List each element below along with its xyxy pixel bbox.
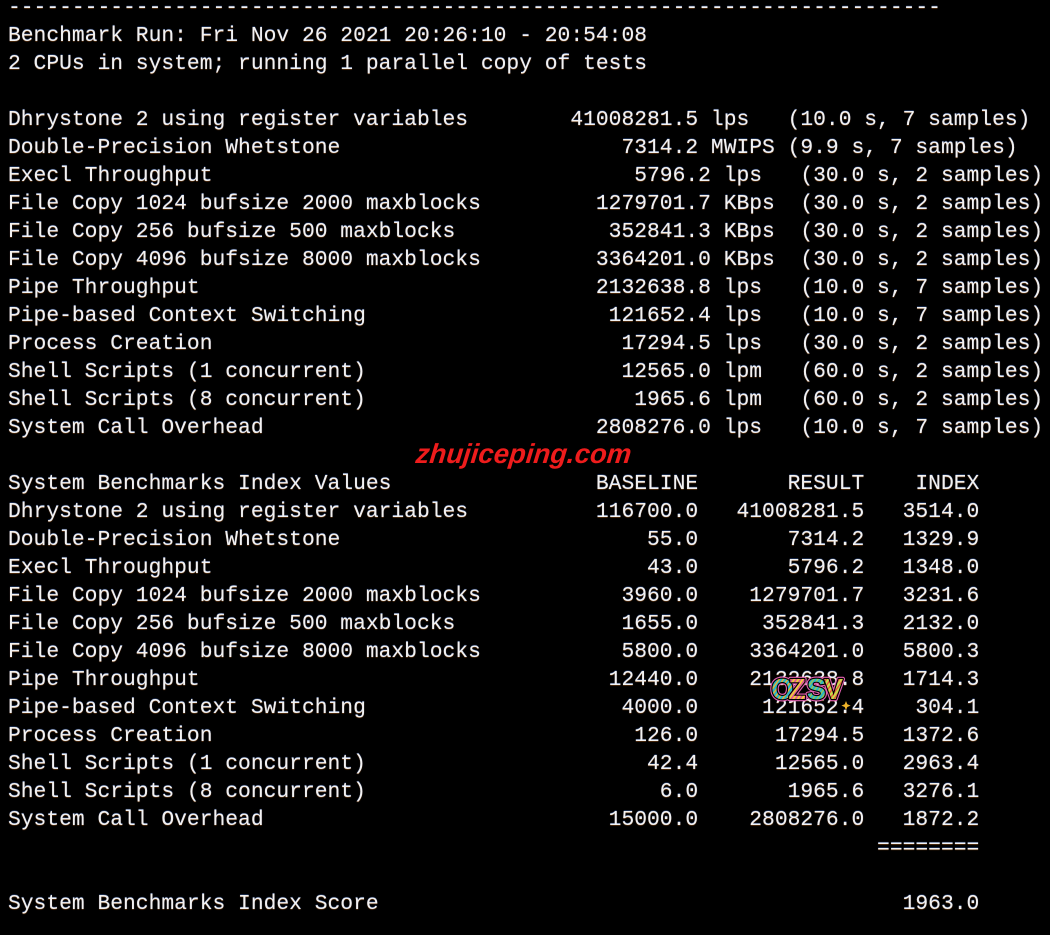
svg-text:Z: Z: [788, 674, 805, 706]
svg-text:V: V: [824, 674, 843, 706]
svg-text:S: S: [807, 674, 826, 706]
